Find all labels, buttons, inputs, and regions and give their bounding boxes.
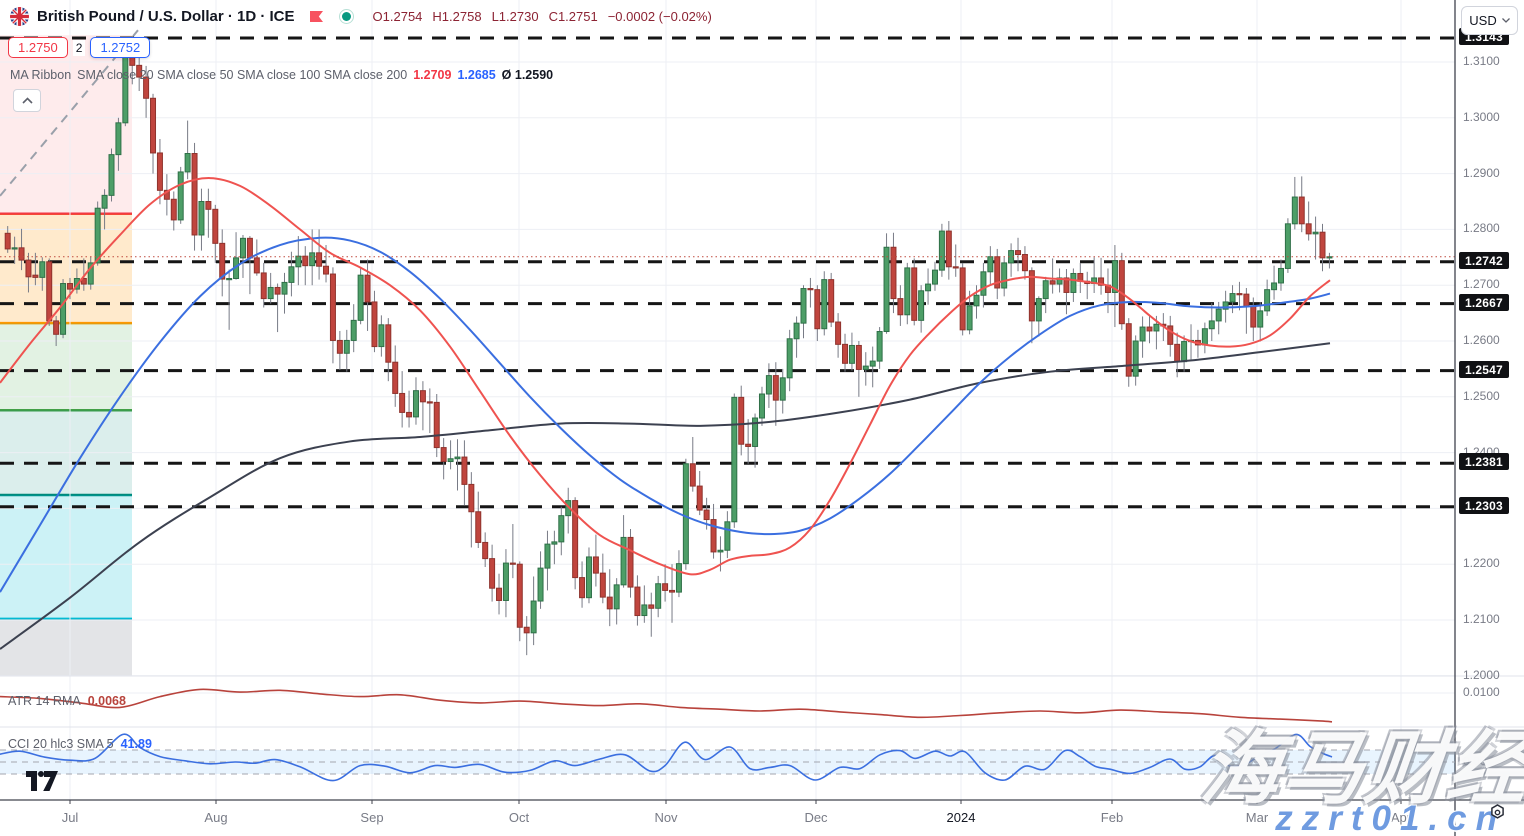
open-value: O1.2754 bbox=[372, 9, 423, 24]
key-level-badge[interactable]: 1.2303 bbox=[1459, 496, 1509, 514]
gb-flag-icon bbox=[10, 7, 29, 26]
price-axis-label: 1.2700 bbox=[1463, 277, 1500, 292]
atr-legend[interactable]: ATR 14 RMA 0.0068 bbox=[8, 694, 126, 708]
close-value: C1.2751 bbox=[548, 9, 598, 24]
price-label-count: 2 bbox=[72, 39, 86, 56]
ohlc-readout: O1.2754 H1.2758 L1.2730 C1.2751 −0.0002 … bbox=[373, 9, 712, 24]
change-value: −0.0002 (−0.02%) bbox=[607, 9, 712, 24]
low-value: L1.2730 bbox=[491, 9, 539, 24]
price-axis-label: 1.2600 bbox=[1463, 333, 1500, 347]
ma-ribbon-legend[interactable]: MA Ribbon SMA close 20 SMA close 50 SMA … bbox=[10, 68, 553, 82]
price-axis-label: 1.2000 bbox=[1463, 667, 1500, 682]
time-axis-label[interactable]: Aug bbox=[204, 810, 228, 825]
time-axis-label[interactable]: Mar bbox=[1245, 810, 1269, 825]
collapse-panel-button[interactable] bbox=[13, 89, 41, 112]
key-level-lines[interactable] bbox=[0, 36, 1455, 509]
axis-settings-gear-icon[interactable] bbox=[1489, 804, 1506, 826]
sma50-value: 1.2685 bbox=[457, 68, 496, 82]
chart-header: British Pound / U.S. Dollar · 1D · ICE O… bbox=[10, 7, 712, 26]
atr-axis-label: 0.0100 bbox=[1463, 685, 1500, 699]
time-axis-label[interactable]: Sep bbox=[360, 810, 384, 825]
candles-layer[interactable] bbox=[4, 43, 1333, 634]
price-axis-label: 1.2800 bbox=[1463, 221, 1500, 236]
price-label-blue[interactable]: 1.2752 bbox=[90, 37, 151, 58]
key-level-badge[interactable]: 1.2547 bbox=[1459, 360, 1509, 378]
atr-value: 0.0068 bbox=[87, 694, 126, 708]
price-line-labels: 1.2750 2 1.2752 bbox=[8, 37, 151, 58]
grid-layer bbox=[0, 0, 1455, 800]
chevron-up-icon bbox=[21, 97, 33, 104]
price-axis-label: 1.3000 bbox=[1463, 109, 1500, 124]
time-axis-label[interactable]: Dec bbox=[804, 810, 828, 825]
time-axis-label[interactable]: Nov bbox=[654, 810, 678, 825]
price-label-red[interactable]: 1.2750 bbox=[8, 37, 68, 58]
currency-unit-label: USD bbox=[1469, 13, 1497, 28]
time-axis-label[interactable]: Feb bbox=[1100, 810, 1124, 825]
ma-ribbon-params: SMA close 20 SMA close 50 SMA close 100 … bbox=[77, 68, 408, 82]
key-level-badge[interactable]: 1.2742 bbox=[1459, 251, 1509, 269]
ma-ribbon-name: MA Ribbon bbox=[10, 68, 72, 82]
red-flag-icon[interactable] bbox=[309, 10, 324, 24]
sma20-value: 1.2709 bbox=[413, 68, 452, 82]
cci-label: CCI 20 hlc3 SMA 5 bbox=[8, 737, 114, 751]
key-level-badge[interactable]: 1.2667 bbox=[1459, 293, 1509, 311]
time-axis-label[interactable]: Jul bbox=[61, 810, 79, 825]
atr-line bbox=[0, 688, 1333, 723]
tradingview-logo[interactable] bbox=[26, 771, 59, 797]
time-axis-label[interactable]: Apr bbox=[1390, 810, 1412, 825]
symbol-title[interactable]: British Pound / U.S. Dollar · 1D · ICE bbox=[37, 8, 295, 25]
sma20-line bbox=[0, 177, 1331, 576]
cci-pane bbox=[0, 733, 1455, 782]
price-axis-label: 1.2100 bbox=[1463, 612, 1500, 626]
key-level-badge[interactable]: 1.2381 bbox=[1459, 453, 1509, 471]
price-axis-label: 1.2900 bbox=[1463, 165, 1500, 180]
high-value: H1.2758 bbox=[432, 9, 482, 24]
price-axis-label: 1.3100 bbox=[1463, 54, 1500, 68]
time-axis-label[interactable]: 2024 bbox=[946, 810, 976, 825]
cci-legend[interactable]: CCI 20 hlc3 SMA 5 41.89 bbox=[8, 737, 152, 751]
price-axis-label: 1.2200 bbox=[1463, 556, 1500, 571]
market-status-icon[interactable] bbox=[341, 12, 351, 21]
currency-unit-selector[interactable]: USD bbox=[1461, 6, 1518, 35]
atr-label: ATR 14 RMA bbox=[8, 694, 81, 708]
chevron-down-icon bbox=[1501, 18, 1510, 23]
sma200-line bbox=[0, 342, 1331, 650]
sma-avg-value: Ø 1.2590 bbox=[501, 68, 554, 82]
time-axis-label[interactable]: Oct bbox=[508, 810, 530, 825]
price-axis-label: 1.2500 bbox=[1463, 388, 1500, 403]
sma50-line bbox=[0, 236, 1331, 593]
cci-axis-label: 0.00 bbox=[1463, 754, 1487, 768]
cci-value: 41.89 bbox=[120, 737, 152, 751]
